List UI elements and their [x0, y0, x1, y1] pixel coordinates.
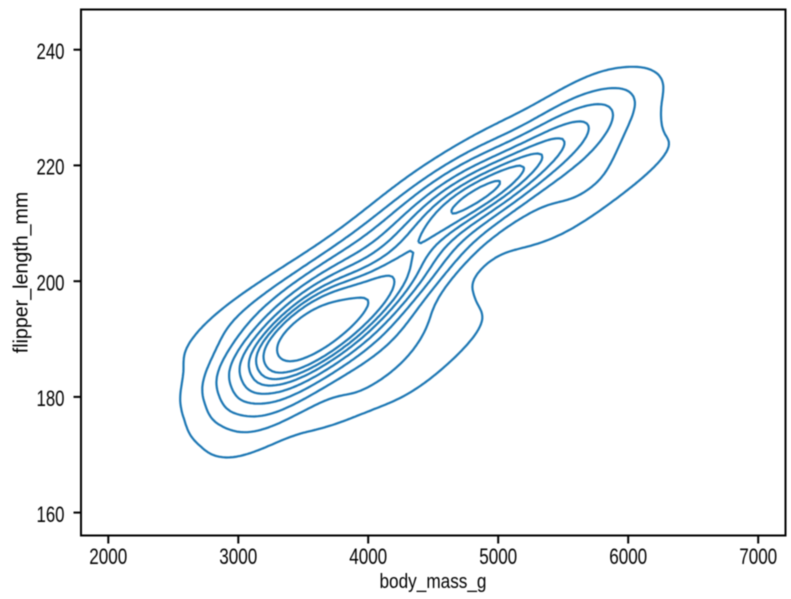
- svg-text:4000: 4000: [349, 544, 387, 569]
- svg-text:6000: 6000: [609, 544, 647, 569]
- svg-text:7000: 7000: [739, 544, 777, 569]
- svg-text:160: 160: [37, 502, 65, 527]
- svg-text:body_mass_g: body_mass_g: [380, 571, 487, 593]
- svg-text:200: 200: [37, 270, 65, 295]
- svg-text:flipper_length_mm: flipper_length_mm: [11, 192, 33, 354]
- svg-text:5000: 5000: [479, 544, 517, 569]
- svg-text:220: 220: [37, 155, 65, 180]
- svg-text:2000: 2000: [89, 544, 127, 569]
- svg-text:240: 240: [37, 39, 65, 64]
- svg-text:180: 180: [37, 386, 65, 411]
- svg-text:3000: 3000: [219, 544, 257, 569]
